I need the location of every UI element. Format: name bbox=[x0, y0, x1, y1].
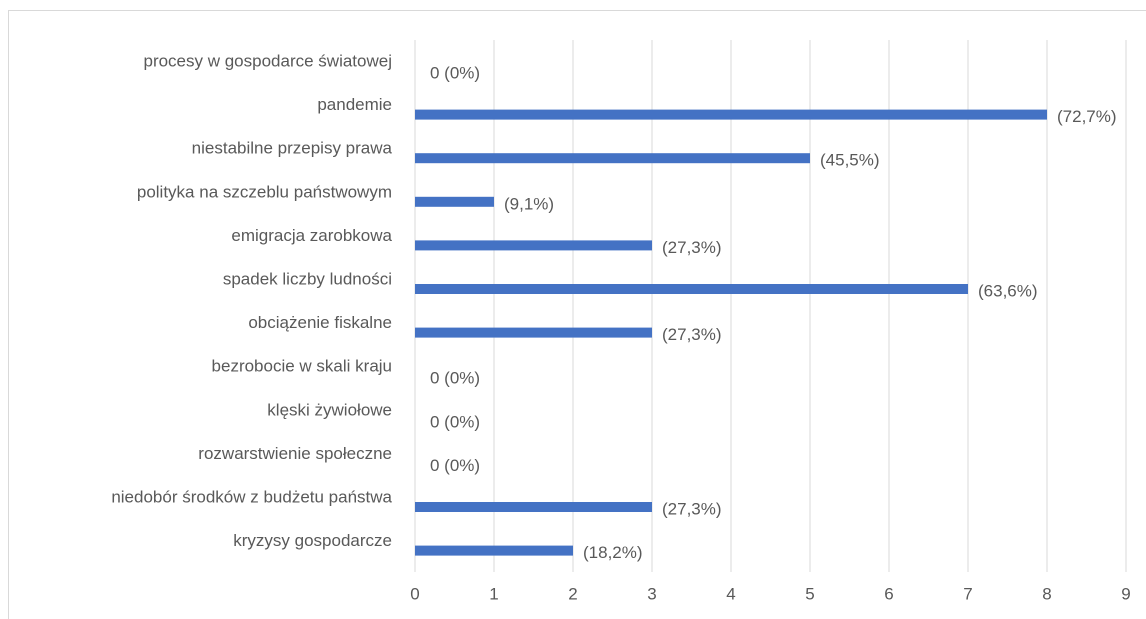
y-tick-label: niestabilne przepisy prawa bbox=[192, 139, 393, 158]
x-tick-label: 0 bbox=[410, 584, 419, 603]
data-label: 0 (0%) bbox=[430, 456, 480, 475]
bar bbox=[415, 153, 810, 164]
y-tick-label: rozwarstwienie społeczne bbox=[198, 444, 392, 463]
y-tick-label: kryzysy gospodarcze bbox=[233, 531, 392, 550]
bar bbox=[415, 284, 968, 294]
bar bbox=[415, 327, 652, 338]
data-label: (27,3%) bbox=[662, 238, 722, 257]
x-tick-label: 6 bbox=[884, 584, 893, 603]
chart-border bbox=[8, 10, 1146, 619]
data-label: 0 (0%) bbox=[430, 369, 480, 388]
y-tick-label: procesy w gospodarce światowej bbox=[143, 51, 392, 70]
x-tick-label: 1 bbox=[489, 584, 498, 603]
data-label: (9,1%) bbox=[504, 194, 554, 213]
y-tick-label: bezrobocie w skali kraju bbox=[212, 357, 392, 376]
x-tick-label: 4 bbox=[726, 584, 735, 603]
bar bbox=[415, 196, 494, 207]
data-label: 0 (0%) bbox=[430, 63, 480, 82]
x-tick-label: 7 bbox=[963, 584, 972, 603]
x-tick-label: 5 bbox=[805, 584, 814, 603]
bar bbox=[415, 109, 1047, 120]
data-label: (63,6%) bbox=[978, 281, 1038, 300]
y-tick-label: pandemie bbox=[317, 95, 392, 114]
x-tick-label: 3 bbox=[647, 584, 656, 603]
y-tick-label: klęski żywiołowe bbox=[267, 400, 392, 419]
y-tick-label: emigracja zarobkowa bbox=[231, 226, 392, 245]
data-label: (72,7%) bbox=[1057, 107, 1117, 126]
data-label: (18,2%) bbox=[583, 543, 643, 562]
data-label: 0 (0%) bbox=[430, 412, 480, 431]
data-label: (27,3%) bbox=[662, 325, 722, 344]
x-tick-label: 8 bbox=[1042, 584, 1051, 603]
y-tick-label: spadek liczby ludności bbox=[223, 269, 392, 288]
data-label: (27,3%) bbox=[662, 499, 722, 518]
bar bbox=[415, 240, 652, 251]
bar bbox=[415, 502, 652, 512]
bar bbox=[415, 545, 573, 556]
y-tick-label: polityka na szczeblu państwowym bbox=[137, 182, 392, 201]
y-tick-label: obciążenie fiskalne bbox=[248, 313, 392, 332]
y-tick-label: niedobór środków z budżetu państwa bbox=[111, 487, 392, 506]
data-label: (45,5%) bbox=[820, 151, 880, 170]
x-tick-label: 2 bbox=[568, 584, 577, 603]
x-tick-label: 9 bbox=[1121, 584, 1130, 603]
